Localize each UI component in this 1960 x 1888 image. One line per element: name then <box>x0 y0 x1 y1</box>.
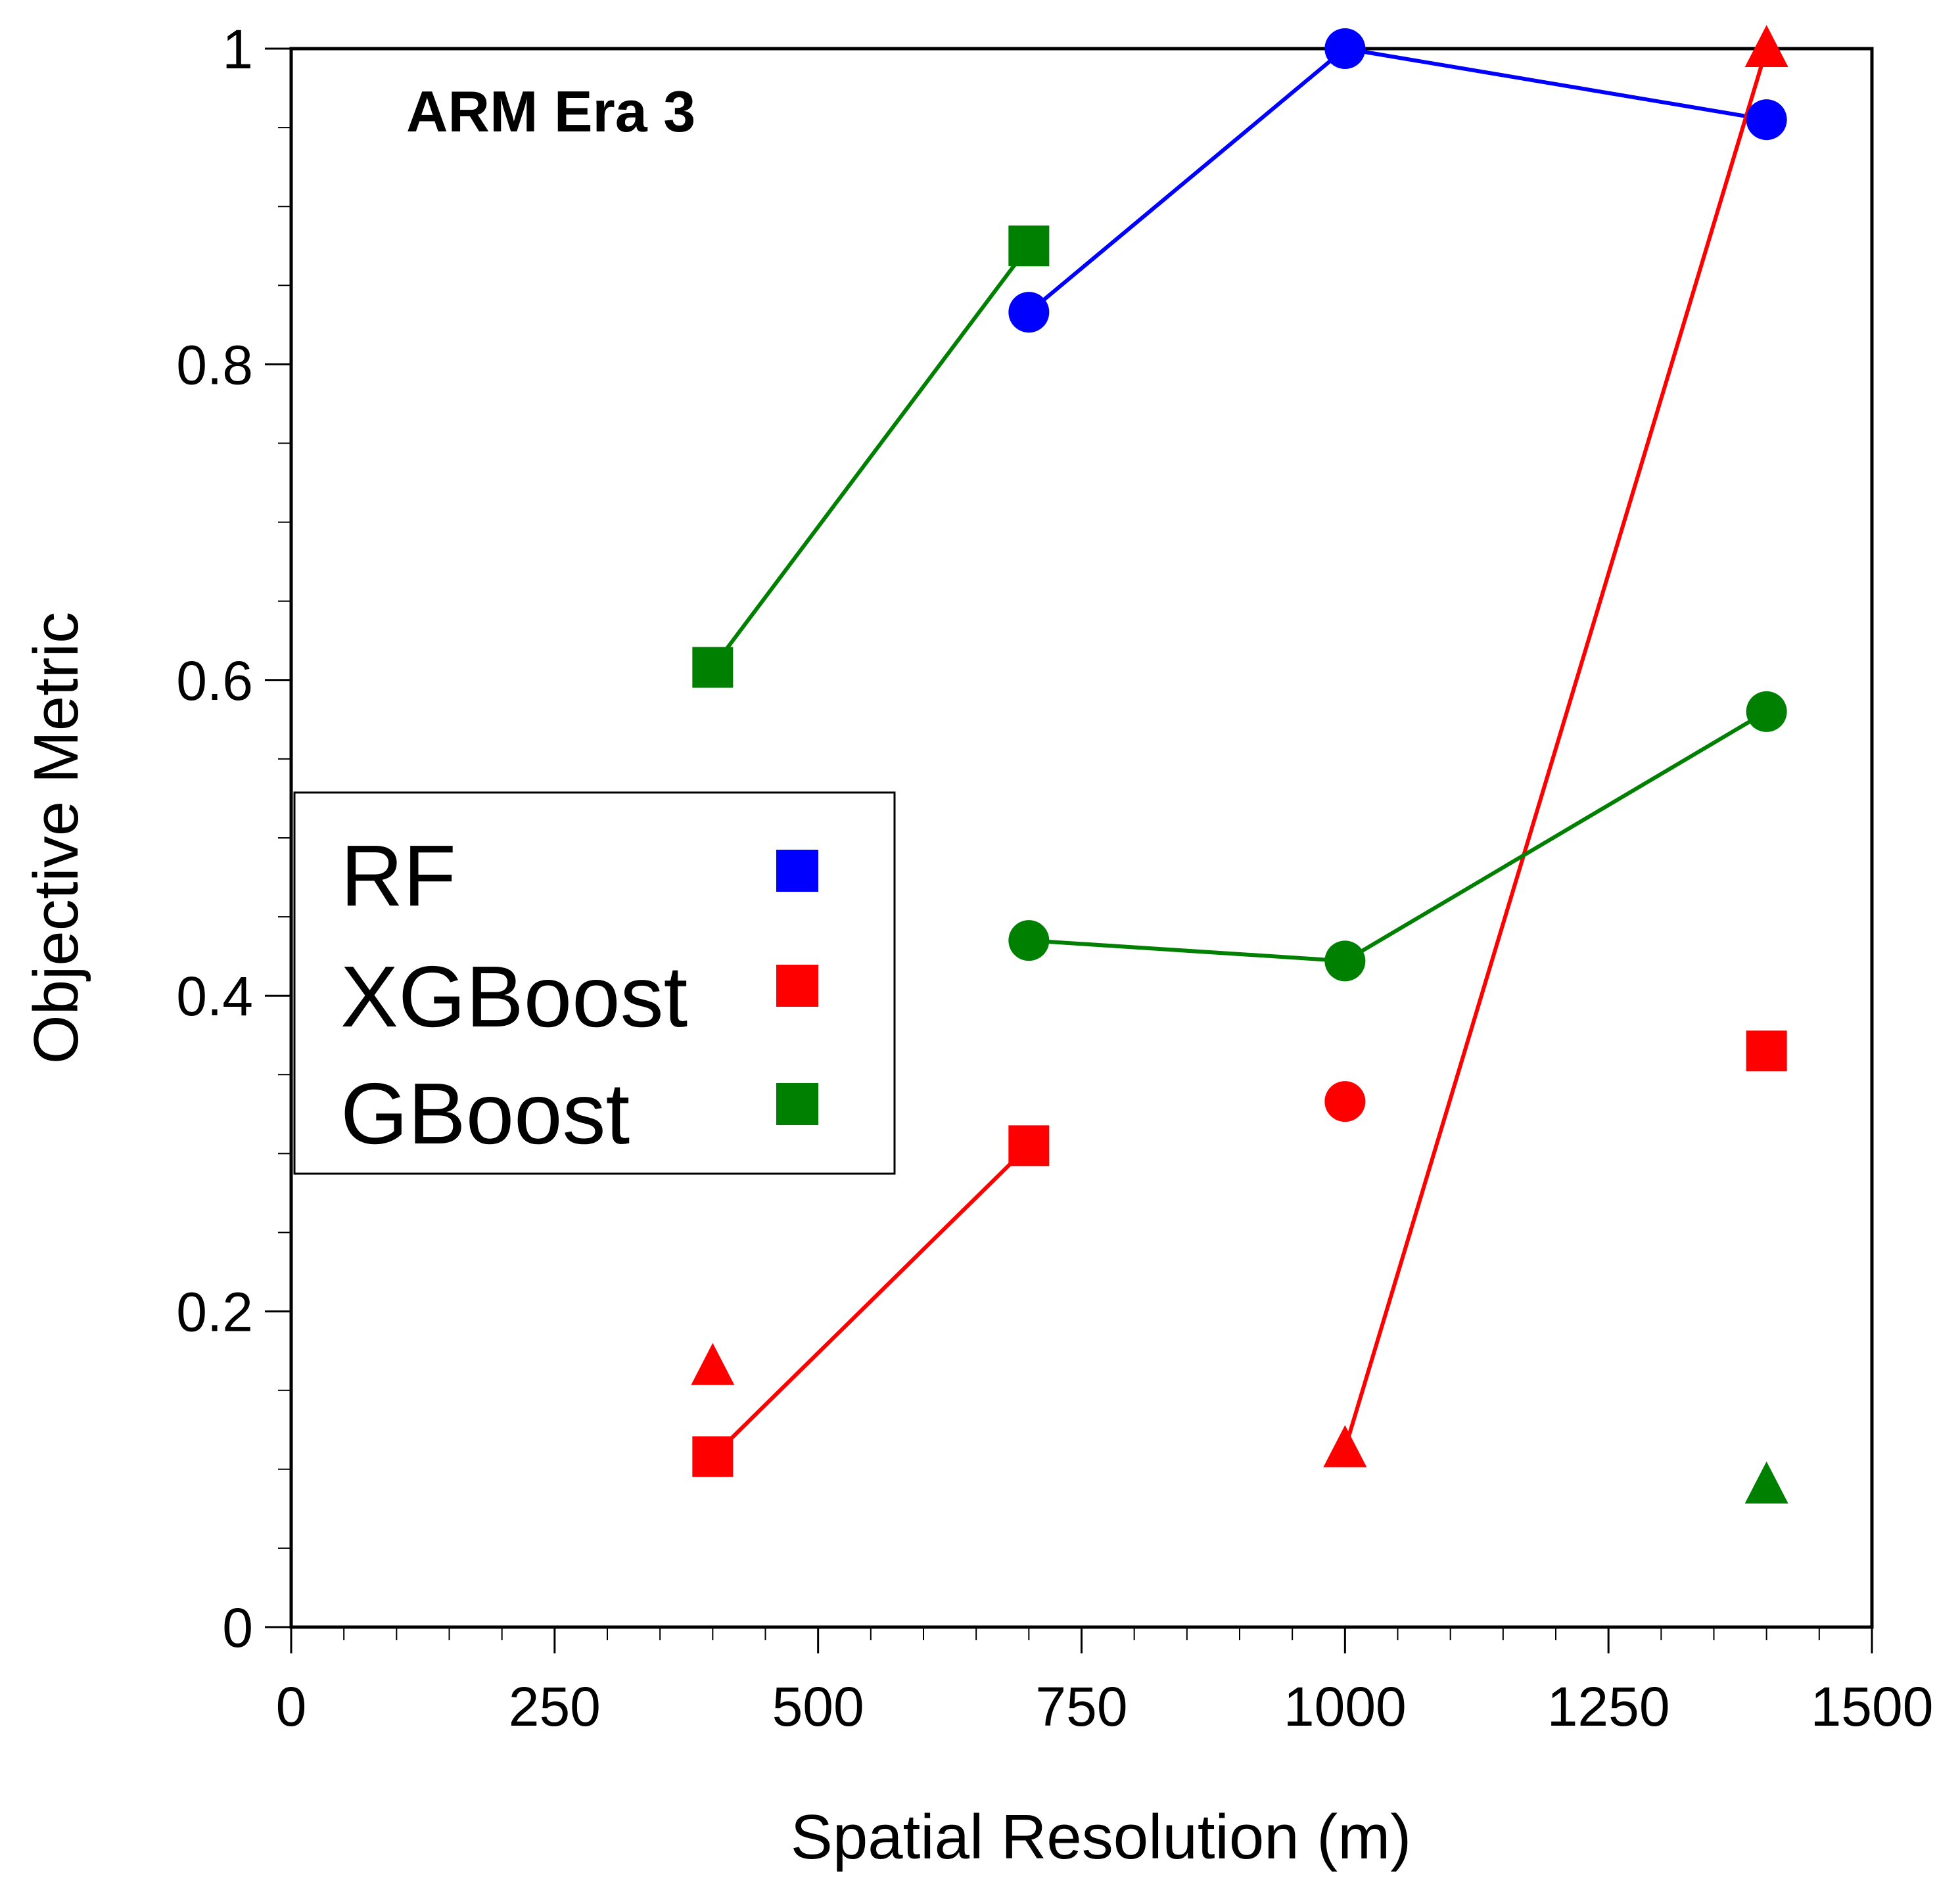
point-gboost-circle <box>1746 691 1787 732</box>
series-line-xgboost <box>711 1144 1031 1458</box>
x-tick-label: 1000 <box>1284 1676 1407 1738</box>
major-ticks <box>265 47 1873 1653</box>
legend-label-gboost: GBoost <box>340 1065 630 1162</box>
point-xgboost-circle <box>1324 1081 1366 1122</box>
series-line-xgboost <box>1343 48 1769 1450</box>
x-tick-label: 1250 <box>1547 1676 1670 1738</box>
legend-label-xgboost: XGBoost <box>340 948 688 1045</box>
y-tick-label: 0 <box>222 1597 253 1659</box>
y-tick-label: 0.4 <box>176 965 253 1027</box>
point-rf-circle <box>1324 28 1366 69</box>
legend: RF XGBoost GBoost <box>293 791 896 1175</box>
series-line-gboost <box>1029 710 1768 963</box>
legend-swatch-gboost <box>776 1083 818 1125</box>
legend-swatch-rf <box>776 850 818 892</box>
legend-swatch-xgboost <box>776 965 818 1007</box>
point-gboost-triangle <box>1744 1461 1788 1504</box>
y-tick-label: 1 <box>222 18 253 80</box>
y-axis-title: Objective Metric <box>21 612 91 1064</box>
x-tick-label: 1500 <box>1811 1676 1934 1738</box>
point-xgboost-triangle <box>1323 1425 1367 1467</box>
series-line-rf <box>1027 46 1767 314</box>
point-gboost-circle <box>1008 920 1050 961</box>
series-lines <box>711 46 1769 1458</box>
y-tick-labels: 0 0.2 0.4 0.6 0.8 1 <box>176 18 253 1659</box>
series-markers <box>691 25 1788 1504</box>
point-xgboost-square <box>1008 1125 1050 1166</box>
point-gboost-square <box>1008 225 1050 267</box>
y-tick-label: 0.2 <box>176 1281 253 1343</box>
x-tick-label: 250 <box>509 1676 601 1738</box>
x-axis-title: Spatial Resolution (m) <box>791 1802 1411 1872</box>
x-tick-labels: 0 250 500 750 1000 1250 1500 <box>276 1676 1934 1738</box>
point-xgboost-triangle <box>1744 25 1788 67</box>
series-line-gboost <box>711 244 1031 669</box>
point-rf-circle <box>1008 292 1050 333</box>
point-xgboost-square <box>1746 1030 1787 1072</box>
legend-label-rf: RF <box>340 827 456 924</box>
y-tick-label: 0.6 <box>176 650 253 712</box>
point-rf-circle <box>1746 99 1787 141</box>
point-gboost-square <box>692 647 734 688</box>
x-tick-label: 500 <box>772 1676 864 1738</box>
point-gboost-circle <box>1324 940 1366 982</box>
chart-title: ARM Era 3 <box>406 79 695 144</box>
y-tick-label: 0.8 <box>176 334 253 396</box>
point-xgboost-triangle <box>691 1343 735 1385</box>
x-tick-label: 0 <box>276 1676 307 1738</box>
x-tick-label: 750 <box>1035 1676 1127 1738</box>
point-xgboost-square <box>692 1436 734 1477</box>
minor-ticks <box>278 48 1873 1640</box>
